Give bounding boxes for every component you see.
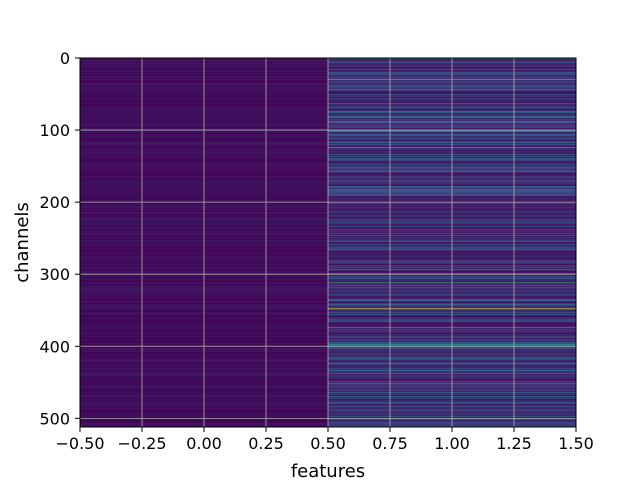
y-tick-label: 200	[39, 193, 70, 212]
x-tick-label: −0.25	[117, 434, 166, 453]
y-axis: 0 100 200 300 400 500	[39, 49, 80, 428]
y-tick-label: 300	[39, 265, 70, 284]
y-tick-label: 100	[39, 121, 70, 140]
x-axis-label: features	[291, 461, 365, 480]
x-tick-label: 0.25	[248, 434, 284, 453]
x-axis: −0.50 −0.25 0.00 0.25 0.50 0.75 1.00 1.25 1.50	[55, 427, 594, 453]
x-tick-label: 1.50	[558, 434, 594, 453]
x-tick-label: 0.50	[310, 434, 346, 453]
x-tick-label: 0.00	[186, 434, 222, 453]
x-tick-label: 1.00	[434, 434, 470, 453]
y-tick-label: 400	[39, 337, 70, 356]
x-tick-label: −0.50	[55, 434, 104, 453]
y-axis-label: channels	[12, 202, 33, 283]
y-tick-label: 500	[39, 409, 70, 428]
x-tick-label: 1.25	[496, 434, 532, 453]
y-tick-label: 0	[60, 49, 70, 68]
x-tick-label: 0.75	[372, 434, 408, 453]
